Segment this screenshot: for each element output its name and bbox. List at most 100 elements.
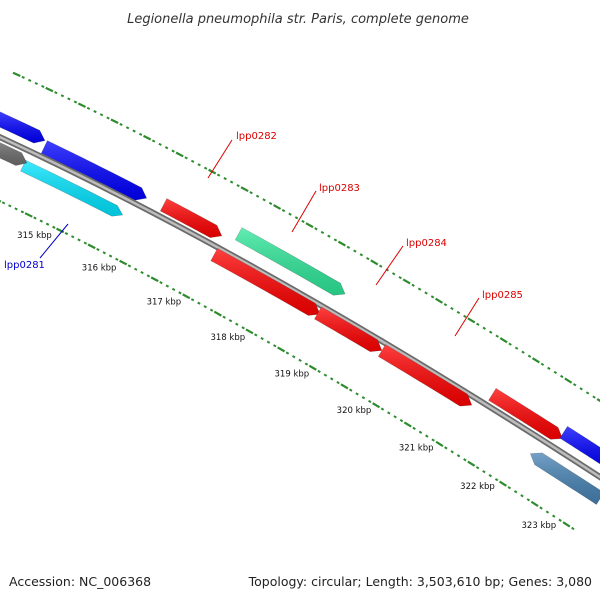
gene-labels: lpp0281 lpp0282 lpp0283 lpp0284 lpp0285 (4, 131, 523, 337)
gene-lpp0282[interactable] (159, 198, 223, 238)
inner-minor-tick (1, 201, 6, 205)
inner-minor-tick (482, 470, 486, 474)
outer-minor-tick (99, 113, 104, 117)
gene-label-lpp0284[interactable]: lpp0284 (406, 238, 447, 249)
outer-minor-tick (366, 257, 370, 261)
outer-major-tick (564, 377, 573, 384)
gene-lpp0284-c[interactable] (377, 344, 473, 407)
inner-major-tick (372, 402, 381, 409)
outer-major-tick (273, 204, 282, 210)
outer-minor-tick (333, 238, 338, 242)
outer-minor-tick (184, 156, 188, 160)
gene-lpp0284-a[interactable] (210, 248, 321, 316)
inner-minor-tick (235, 322, 239, 326)
outer-minor-tick (132, 129, 136, 133)
outer-minor-tick (379, 264, 383, 268)
outer-minor-tick (34, 81, 38, 85)
outer-minor-tick (60, 94, 65, 98)
outer-minor-tick (424, 291, 428, 295)
outer-minor-tick (443, 303, 448, 307)
inner-minor-tick (399, 419, 404, 423)
inner-minor-tick (178, 291, 182, 295)
tick-label-317: 317 kbp (147, 298, 182, 308)
outer-minor-tick (450, 306, 454, 311)
inner-minor-tick (552, 514, 556, 518)
tick-label-315: 315 kbp (17, 231, 52, 241)
inner-major-tick (403, 421, 412, 428)
outer-minor-tick (288, 212, 292, 216)
outer-minor-tick (527, 354, 532, 358)
outer-minor-tick (67, 97, 71, 101)
inner-minor-tick (260, 336, 264, 341)
outer-tick-ring (12, 71, 600, 403)
gene-lpp0284-b[interactable] (314, 306, 383, 352)
gene-feature-steel[interactable] (529, 452, 600, 505)
outer-minor-tick (514, 346, 519, 350)
outer-minor-tick (249, 191, 253, 195)
leader-lpp0284 (375, 245, 404, 286)
inner-minor-tick (355, 392, 359, 396)
leader-lpp0281 (39, 223, 69, 259)
outer-minor-tick (359, 253, 364, 257)
inner-major-tick (24, 212, 33, 218)
outer-major-tick (370, 259, 379, 266)
leader-lpp0282 (207, 139, 233, 179)
inner-minor-tick (115, 257, 119, 261)
outer-minor-tick (119, 122, 123, 127)
inner-minor-tick (444, 446, 448, 450)
inner-minor-tick (380, 407, 385, 411)
outer-minor-tick (106, 116, 110, 120)
inner-minor-tick (228, 319, 233, 323)
outer-major-tick (240, 186, 249, 193)
inner-major-tick (308, 364, 317, 371)
inner-minor-tick (545, 510, 550, 514)
inner-minor-tick (14, 207, 18, 211)
outer-minor-tick (553, 370, 558, 375)
genome-backbone (0, 133, 600, 481)
gene-lpp0281[interactable] (20, 159, 124, 217)
inner-minor-tick (387, 411, 391, 415)
genome-summary-text: Topology: circular; Length: 3,503,610 bp… (248, 574, 592, 589)
gene-label-lpp0281[interactable]: lpp0281 (4, 260, 45, 271)
inner-minor-tick (96, 248, 100, 252)
gene-label-lpp0282[interactable]: lpp0282 (236, 131, 277, 142)
inner-major-tick (435, 440, 444, 447)
outer-minor-tick (508, 342, 512, 346)
outer-minor-tick (268, 201, 273, 205)
inner-minor-tick (520, 494, 524, 498)
inner-minor-tick (431, 438, 435, 442)
outer-minor-tick (547, 366, 551, 370)
inner-minor-tick (418, 430, 423, 434)
inner-major-tick (277, 346, 286, 353)
outer-minor-tick (138, 132, 143, 136)
gene-lpp0283[interactable] (234, 227, 346, 296)
outer-minor-tick (281, 209, 286, 213)
tick-label-316: 316 kbp (82, 263, 117, 273)
gene-feature-blue-right[interactable] (559, 425, 600, 469)
outer-major-tick (467, 317, 476, 324)
inner-minor-tick (425, 434, 429, 438)
inner-minor-tick (127, 264, 132, 268)
outer-major-tick (305, 222, 314, 229)
inner-minor-tick (209, 308, 214, 312)
gene-label-lpp0283[interactable]: lpp0283 (319, 183, 360, 194)
outer-minor-tick (223, 177, 227, 181)
inner-minor-tick (140, 271, 144, 275)
outer-minor-tick (463, 314, 467, 318)
outer-minor-tick (255, 194, 260, 198)
gene-feature-blue-upper-left[interactable] (0, 111, 46, 144)
inner-minor-tick (165, 284, 170, 288)
gene-label-lpp0285[interactable]: lpp0285 (482, 290, 523, 301)
outer-minor-tick (171, 149, 175, 153)
gene-feature-gray[interactable] (0, 137, 28, 166)
inner-minor-tick (83, 241, 88, 245)
tick-label-321: 321 kbp (399, 444, 434, 454)
inner-minor-tick (304, 362, 309, 366)
tick-label-319: 319 kbp (275, 369, 310, 379)
inner-minor-tick (45, 222, 50, 226)
gene-lpp0285[interactable] (488, 387, 563, 440)
accession-text: Accession: NC_006368 (9, 574, 151, 589)
outer-minor-tick (262, 198, 266, 202)
outer-minor-tick (229, 180, 234, 184)
gene-feature-blue-upper[interactable] (40, 140, 148, 201)
